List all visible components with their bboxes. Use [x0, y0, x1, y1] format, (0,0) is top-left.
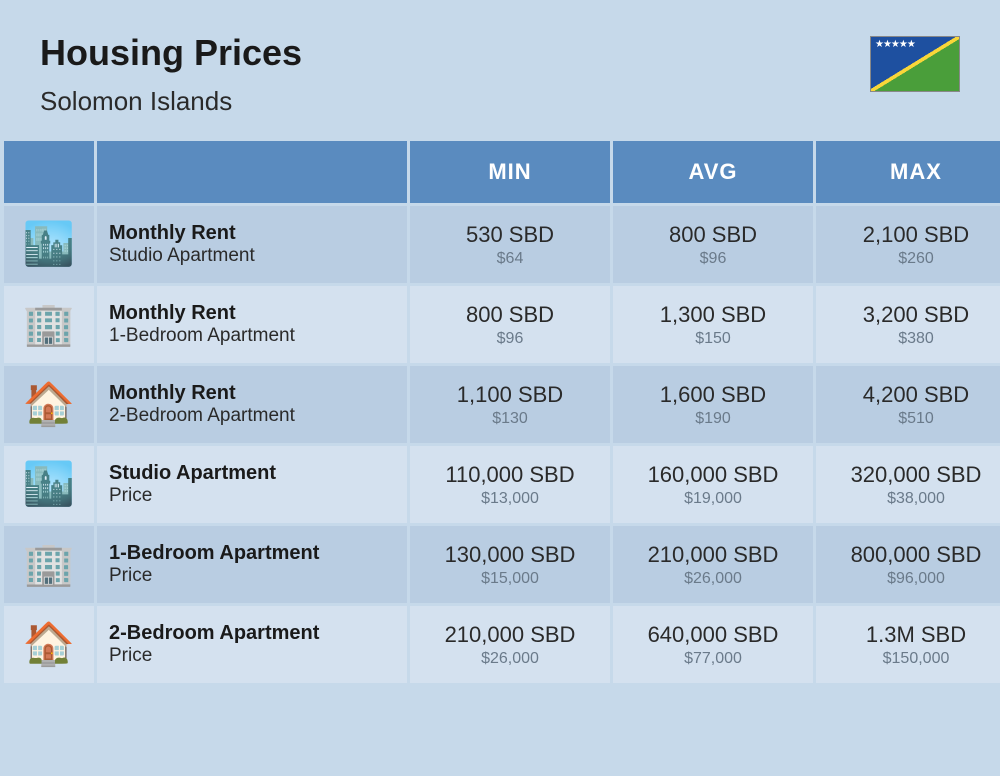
avg-value: 160,000 SBD: [623, 462, 803, 488]
min-cell: 800 SBD $96: [410, 286, 610, 363]
page-subtitle: Solomon Islands: [40, 86, 302, 117]
max-usd: $380: [826, 330, 1000, 348]
max-cell: 320,000 SBD $38,000: [816, 446, 1000, 523]
table-row: 🏙️ Monthly Rent Studio Apartment 530 SBD…: [4, 206, 996, 283]
min-usd: $26,000: [420, 650, 600, 668]
max-value: 800,000 SBD: [826, 542, 1000, 568]
avg-cell: 1,600 SBD $190: [613, 366, 813, 443]
avg-cell: 210,000 SBD $26,000: [613, 526, 813, 603]
row-label: Studio Apartment Price: [97, 446, 407, 523]
building-icon: 🏠: [4, 366, 94, 443]
max-cell: 3,200 SBD $380: [816, 286, 1000, 363]
max-usd: $96,000: [826, 570, 1000, 588]
table-row: 🏠 Monthly Rent 2-Bedroom Apartment 1,100…: [4, 366, 996, 443]
header-empty-1: [4, 141, 94, 203]
price-table: MIN AVG MAX 🏙️ Monthly Rent Studio Apart…: [0, 141, 1000, 683]
avg-usd: $19,000: [623, 490, 803, 508]
min-value: 110,000 SBD: [420, 462, 600, 488]
building-icon: 🏢: [4, 526, 94, 603]
avg-usd: $190: [623, 410, 803, 428]
avg-usd: $96: [623, 250, 803, 268]
avg-cell: 1,300 SBD $150: [613, 286, 813, 363]
max-value: 2,100 SBD: [826, 222, 1000, 248]
row-title: Monthly Rent: [109, 382, 397, 405]
row-label: Monthly Rent Studio Apartment: [97, 206, 407, 283]
table-row: 🏢 Monthly Rent 1-Bedroom Apartment 800 S…: [4, 286, 996, 363]
table-body: 🏙️ Monthly Rent Studio Apartment 530 SBD…: [4, 206, 996, 683]
header: Housing Prices Solomon Islands: [0, 0, 1000, 141]
max-usd: $150,000: [826, 650, 1000, 668]
max-value: 320,000 SBD: [826, 462, 1000, 488]
table-row: 🏙️ Studio Apartment Price 110,000 SBD $1…: [4, 446, 996, 523]
avg-value: 1,300 SBD: [623, 302, 803, 328]
country-flag-icon: [870, 36, 960, 92]
min-usd: $15,000: [420, 570, 600, 588]
building-icon: 🏙️: [4, 446, 94, 523]
row-subtitle: 1-Bedroom Apartment: [109, 325, 397, 347]
row-title: 2-Bedroom Apartment: [109, 622, 397, 645]
row-title: Studio Apartment: [109, 462, 397, 485]
table-header-row: MIN AVG MAX: [4, 141, 996, 203]
max-cell: 1.3M SBD $150,000: [816, 606, 1000, 683]
page-title: Housing Prices: [40, 32, 302, 74]
row-label: Monthly Rent 1-Bedroom Apartment: [97, 286, 407, 363]
row-subtitle: Price: [109, 565, 397, 587]
max-cell: 4,200 SBD $510: [816, 366, 1000, 443]
min-cell: 210,000 SBD $26,000: [410, 606, 610, 683]
min-usd: $13,000: [420, 490, 600, 508]
header-text: Housing Prices Solomon Islands: [40, 32, 302, 117]
max-value: 1.3M SBD: [826, 622, 1000, 648]
building-icon: 🏢: [4, 286, 94, 363]
table-row: 🏢 1-Bedroom Apartment Price 130,000 SBD …: [4, 526, 996, 603]
min-value: 1,100 SBD: [420, 382, 600, 408]
max-value: 4,200 SBD: [826, 382, 1000, 408]
min-cell: 1,100 SBD $130: [410, 366, 610, 443]
max-usd: $38,000: [826, 490, 1000, 508]
row-subtitle: Price: [109, 485, 397, 507]
avg-value: 640,000 SBD: [623, 622, 803, 648]
row-title: 1-Bedroom Apartment: [109, 542, 397, 565]
row-label: 2-Bedroom Apartment Price: [97, 606, 407, 683]
avg-cell: 800 SBD $96: [613, 206, 813, 283]
avg-value: 1,600 SBD: [623, 382, 803, 408]
header-max: MAX: [816, 141, 1000, 203]
row-title: Monthly Rent: [109, 302, 397, 325]
building-icon: 🏠: [4, 606, 94, 683]
min-cell: 530 SBD $64: [410, 206, 610, 283]
row-subtitle: 2-Bedroom Apartment: [109, 405, 397, 427]
row-subtitle: Price: [109, 645, 397, 667]
header-empty-2: [97, 141, 407, 203]
header-avg: AVG: [613, 141, 813, 203]
min-usd: $96: [420, 330, 600, 348]
min-value: 530 SBD: [420, 222, 600, 248]
table-row: 🏠 2-Bedroom Apartment Price 210,000 SBD …: [4, 606, 996, 683]
min-usd: $130: [420, 410, 600, 428]
avg-usd: $77,000: [623, 650, 803, 668]
min-cell: 130,000 SBD $15,000: [410, 526, 610, 603]
min-cell: 110,000 SBD $13,000: [410, 446, 610, 523]
max-value: 3,200 SBD: [826, 302, 1000, 328]
max-cell: 800,000 SBD $96,000: [816, 526, 1000, 603]
avg-cell: 640,000 SBD $77,000: [613, 606, 813, 683]
max-cell: 2,100 SBD $260: [816, 206, 1000, 283]
min-value: 800 SBD: [420, 302, 600, 328]
max-usd: $260: [826, 250, 1000, 268]
row-title: Monthly Rent: [109, 222, 397, 245]
min-value: 210,000 SBD: [420, 622, 600, 648]
row-subtitle: Studio Apartment: [109, 245, 397, 267]
building-icon: 🏙️: [4, 206, 94, 283]
avg-value: 800 SBD: [623, 222, 803, 248]
avg-usd: $26,000: [623, 570, 803, 588]
row-label: Monthly Rent 2-Bedroom Apartment: [97, 366, 407, 443]
avg-usd: $150: [623, 330, 803, 348]
header-min: MIN: [410, 141, 610, 203]
avg-value: 210,000 SBD: [623, 542, 803, 568]
max-usd: $510: [826, 410, 1000, 428]
min-value: 130,000 SBD: [420, 542, 600, 568]
avg-cell: 160,000 SBD $19,000: [613, 446, 813, 523]
row-label: 1-Bedroom Apartment Price: [97, 526, 407, 603]
min-usd: $64: [420, 250, 600, 268]
